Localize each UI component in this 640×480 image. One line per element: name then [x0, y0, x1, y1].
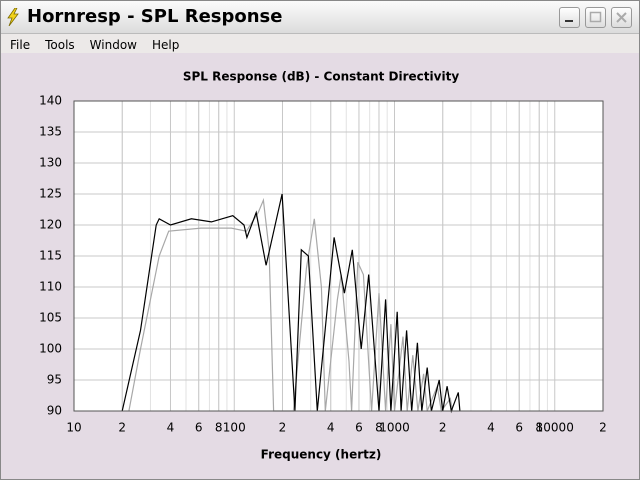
x-tick-label: 2 [599, 421, 607, 435]
x-tick-label: 2 [118, 421, 126, 435]
x-tick-label: 100 [223, 421, 246, 435]
x-tick-label: 6 [195, 421, 203, 435]
y-tick-label: 95 [47, 373, 62, 387]
menu-bar: File Tools Window Help [1, 34, 639, 53]
y-tick-label: 115 [39, 249, 62, 263]
x-axis-label: Frequency (hertz) [261, 448, 382, 462]
y-tick-label: 140 [39, 94, 62, 108]
y-tick-label: 105 [39, 311, 62, 325]
title-bar: Hornresp - SPL Response [1, 1, 639, 34]
x-tick-label: 6 [515, 421, 523, 435]
menu-item[interactable]: Window [89, 38, 137, 52]
x-tick-label: 8 [535, 421, 543, 435]
x-tick-label: 4 [327, 421, 335, 435]
close-button[interactable] [611, 7, 632, 28]
maximize-button[interactable] [585, 7, 606, 28]
x-tick-label: 8 [215, 421, 223, 435]
x-tick-label: 6 [355, 421, 363, 435]
menu-item[interactable]: File [10, 38, 31, 52]
x-tick-label: 1000 [379, 421, 410, 435]
y-tick-label: 130 [39, 156, 62, 170]
series-line [121, 193, 461, 414]
x-tick-label: 8 [375, 421, 383, 435]
minimize-button[interactable] [559, 7, 580, 28]
x-tick-label: 4 [167, 421, 175, 435]
window-title: Hornresp - SPL Response [27, 6, 283, 27]
app-icon [7, 8, 19, 26]
x-tick-label: 10000 [536, 421, 574, 435]
plot-border [73, 100, 604, 412]
x-tick-label: 10 [66, 421, 81, 435]
menu-item[interactable]: Help [151, 38, 180, 52]
menu-item[interactable]: Tools [45, 38, 75, 52]
y-tick-label: 90 [47, 404, 62, 418]
y-tick-label: 120 [39, 218, 62, 232]
y-tick-label: 125 [39, 187, 62, 201]
chart-title: SPL Response (dB) - Constant Directivity [183, 70, 459, 84]
y-tick-label: 100 [39, 342, 62, 356]
x-tick-label: 2 [279, 421, 287, 435]
x-tick-label: 2 [439, 421, 447, 435]
y-tick-label: 110 [39, 280, 62, 294]
x-tick-label: 4 [487, 421, 495, 435]
y-tick-label: 135 [39, 125, 62, 139]
